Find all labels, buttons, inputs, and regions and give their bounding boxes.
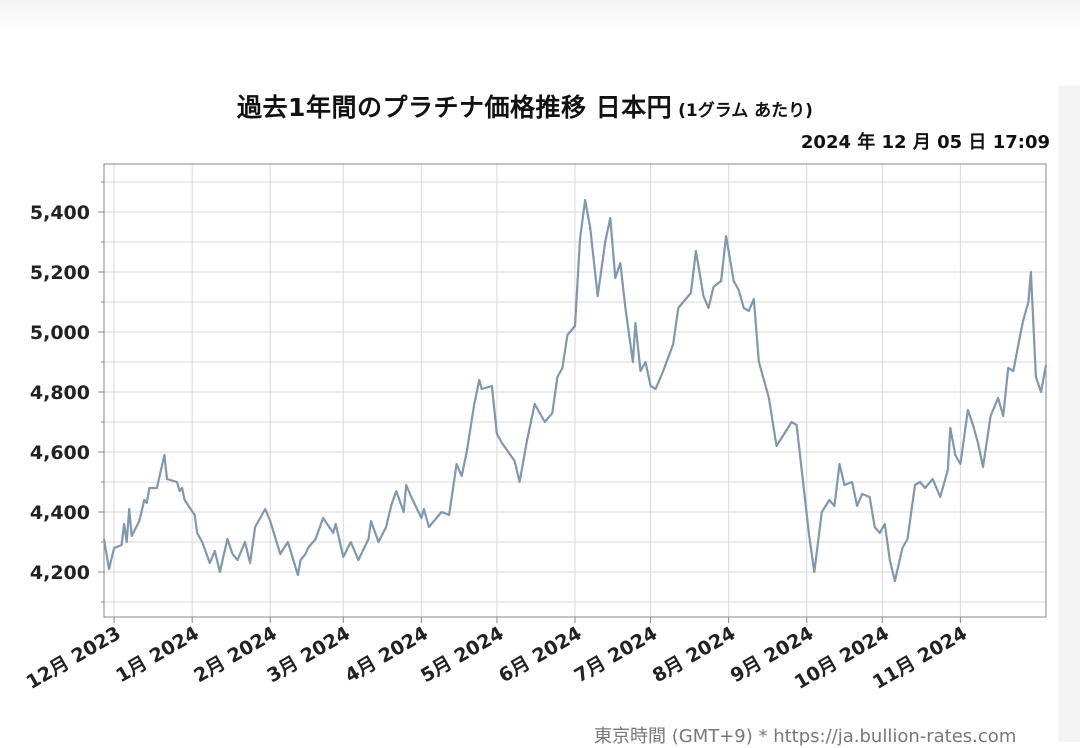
- footer-note: 東京時間 (GMT+9) * https://ja.bullion-rates.…: [594, 726, 1017, 747]
- x-tick-label: 8月 2024: [649, 622, 739, 687]
- x-tick-label: 5月 2024: [417, 622, 507, 687]
- x-tick-label: 6月 2024: [495, 622, 585, 687]
- grid-lines: [104, 164, 1046, 617]
- x-tick-label: 4月 2024: [341, 622, 431, 687]
- x-tick-label: 1月 2024: [112, 622, 202, 687]
- y-tick-label: 5,200: [30, 262, 90, 284]
- y-tick-label: 5,000: [30, 322, 90, 344]
- y-tick-label: 4,600: [30, 442, 90, 464]
- y-tick-label: 4,200: [30, 562, 90, 584]
- chart-title-block: 過去1年間のプラチナ価格推移 日本円 (1グラム あたり): [0, 88, 1050, 124]
- x-tick-label: 2月 2024: [190, 622, 280, 687]
- price-series-line: [102, 198, 1048, 583]
- x-tick-label: 3月 2024: [263, 622, 353, 687]
- x-tick-label: 7月 2024: [571, 622, 661, 687]
- chart-timestamp: 2024 年 12 月 05 日 17:09: [800, 132, 1050, 153]
- x-tick-label: 12月 2023: [23, 622, 125, 694]
- chart-title: 過去1年間のプラチナ価格推移 日本円: [237, 93, 673, 122]
- y-axis: 4,200 4,400 4,600 4,800 5,000 5,200 5,400: [30, 181, 104, 603]
- y-tick-label: 4,800: [30, 382, 90, 404]
- chart-unit-note: (1グラム あたり): [678, 101, 813, 121]
- right-edge-panel: [1058, 86, 1080, 742]
- top-blur-band: [0, 0, 1080, 30]
- y-tick-label: 5,400: [30, 202, 90, 224]
- y-tick-label: 4,400: [30, 502, 90, 524]
